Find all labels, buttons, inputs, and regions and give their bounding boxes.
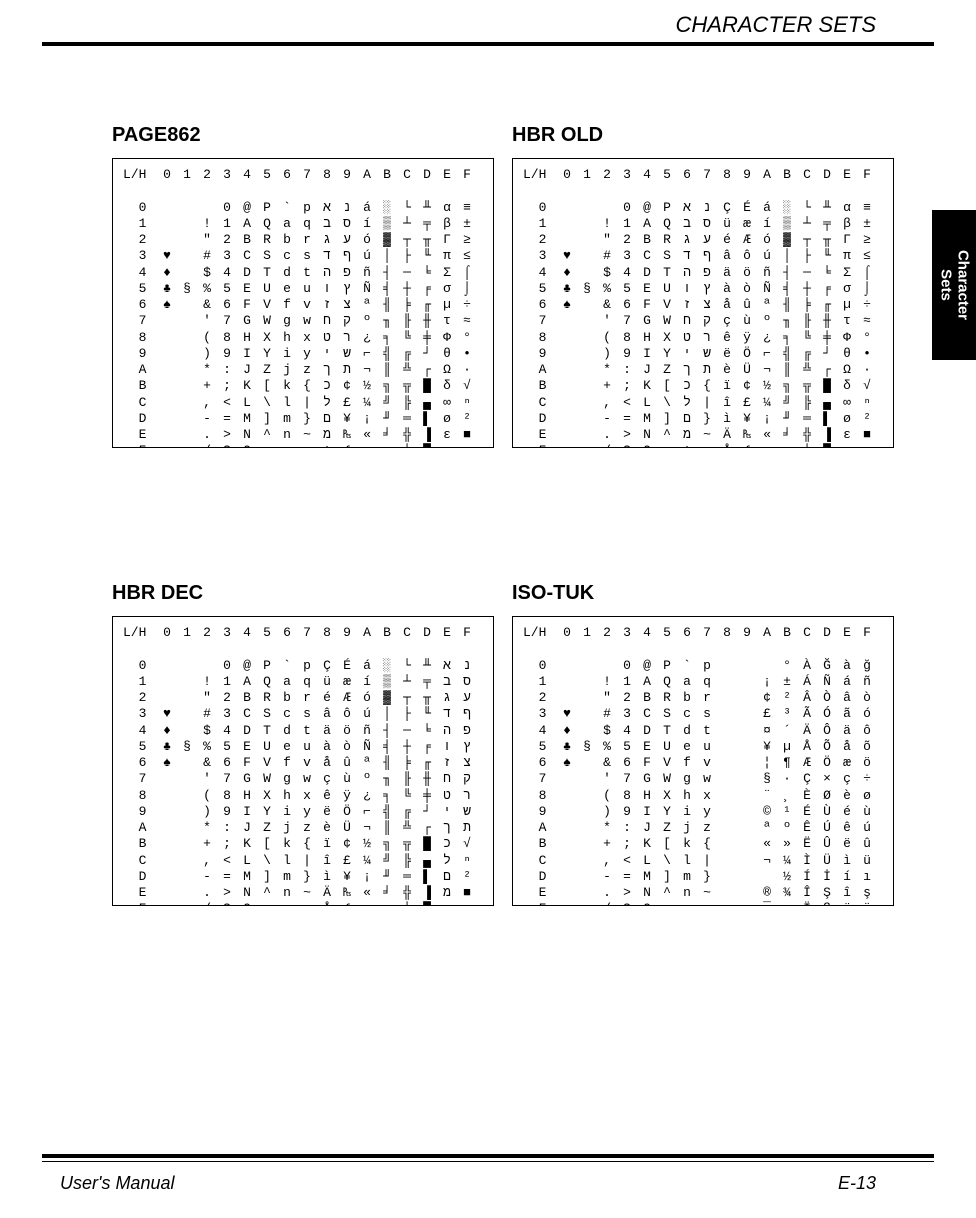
table-column: 7 p q r s t u v w x y z { | } ~: [297, 625, 317, 906]
table-column: 2 ! " # $ % & ' ( ) * + , - . /: [197, 625, 217, 906]
table-column: 1 §: [577, 167, 597, 448]
table-column: A á í ó ú ñ Ñ ª º ¿ ⌐ ¬ ½ ¼ ¡ « »: [357, 167, 377, 448]
table-column: F נ ס ע ף פ ץ צ ק ר ש ת √ ⁿ ² ■: [457, 625, 477, 906]
table-column: 5 P Q R S T U V W X Y Z [ \ ] ^ _: [657, 625, 677, 906]
row-label-column: L/H 0 1 2 3 4 5 6 7 8 9 A B C D E F: [523, 167, 557, 448]
table-column: 9 É æ Æ ô ö ò û ù ÿ Ö Ü ¢ £ ¥ ₧ ƒ: [337, 625, 357, 906]
table-column: 0 ♥ ♦ ♣ ♠: [557, 625, 577, 906]
table-column: 8 Ç ü é â ä à å ç ê ë è ï î ì Ä Å: [317, 625, 337, 906]
table-column: 3 0 1 2 3 4 5 6 7 8 9 : ; < = > ?: [617, 625, 637, 906]
table-column: 7 p q r s t u v w x y z { | } ~: [697, 625, 717, 906]
footer-left: User's Manual: [60, 1173, 174, 1194]
table-column: 2 ! " # $ % & ' ( ) * + , - . /: [597, 167, 617, 448]
table-column: 4 @ A B C D E F G H I J K L M N O: [237, 167, 257, 448]
table-column: 3 0 1 2 3 4 5 6 7 8 9 : ; < = > ?: [217, 167, 237, 448]
data-columns: 0 ♥ ♦ ♣ ♠ 1 § 2 ! " # $ % & ' ( ) * + , …: [157, 625, 477, 906]
table-column: 0 ♥ ♦ ♣ ♠: [157, 167, 177, 448]
top-rule: [42, 42, 934, 46]
table-column: 8: [717, 625, 737, 906]
section-title: PAGE862: [112, 124, 201, 147]
table-column: D Ğ Ñ Ò Ó Ô Õ Ö × Ø Ù Ú Û Ü İ Ş ß: [817, 625, 837, 906]
table-column: E א ב ג ד ה ו ז ח ט י ך כ ל ם מ: [437, 625, 457, 906]
table-column: D ╨ ╤ ╥ ╙ ╘ ╒ ╓ ╫ ╪ ┘ ┌ █ ▄ ▌ ▐ ▀: [417, 167, 437, 448]
table-column: 9: [737, 625, 757, 906]
section-title: HBR OLD: [512, 124, 603, 147]
table-column: D ╨ ╤ ╥ ╙ ╘ ╒ ╓ ╫ ╪ ┘ ┌ █ ▄ ▌ ▐ ▀: [817, 167, 837, 448]
table-column: A á í ó ú ñ Ñ ª º ¿ ⌐ ¬ ½ ¼ ¡ « »: [757, 167, 777, 448]
table-column: 9 É æ Æ ô ö ò û ù ÿ Ö Ü ¢ £ ¥ ₧ ƒ: [737, 167, 757, 448]
running-header: CHARACTER SETS: [676, 12, 876, 38]
table-column: 8 א ב ג ד ה ו ז ח ט י ך כ ל ם מ ן: [317, 167, 337, 448]
table-column: 8 Ç ü é â ä à å ç ê ë è ï î ì Ä Å: [717, 167, 737, 448]
table-column: 2 ! " # $ % & ' ( ) * + , - . /: [597, 625, 617, 906]
table-column: 6 ` a b c d e f g h i j k l m n o: [677, 625, 697, 906]
table-column: 5 P Q R S T U V W X Y Z [ \ ] ^ _: [257, 625, 277, 906]
footer-right: E-13: [838, 1173, 876, 1194]
data-columns: 0 ♥ ♦ ♣ ♠ 1 § 2 ! " # $ % & ' ( ) * + , …: [557, 167, 877, 448]
row-label-column: L/H 0 1 2 3 4 5 6 7 8 9 A B C D E F: [123, 167, 157, 448]
table-column: 0 ♥ ♦ ♣ ♠: [557, 167, 577, 448]
table-column: 6 ` a b c d e f g h i j k l m n o: [277, 625, 297, 906]
codepage-table: L/H 0 1 2 3 4 5 6 7 8 9 A B C D E F 0 ♥ …: [512, 158, 894, 448]
table-column: B ░ ▒ ▓ │ ┤ ╡ ╢ ╖ ╕ ╣ ║ ╗ ╝ ╜ ╛ ┐: [777, 167, 797, 448]
table-column: A á í ó ú ñ Ñ ª º ¿ ⌐ ¬ ½ ¼ ¡ « »: [357, 625, 377, 906]
table-column: 7 נ ס ע ף פ ץ צ ק ר ש ת { | } ~: [697, 167, 717, 448]
section-title: ISO-TUK: [512, 582, 594, 605]
table-column: 3 0 1 2 3 4 5 6 7 8 9 : ; < = > ?: [217, 625, 237, 906]
table-column: C └ ┴ ┬ ├ ─ ┼ ╞ ╟ ╚ ╔ ╩ ╦ ╠ ═ ╬ ╧: [397, 167, 417, 448]
table-column: 4 @ A B C D E F G H I J K L M N O: [637, 625, 657, 906]
footer-rule-thick: [42, 1154, 934, 1158]
row-label-column: L/H 0 1 2 3 4 5 6 7 8 9 A B C D E F: [523, 625, 557, 906]
table-column: 5 P Q R S T U V W X Y Z [ \ ] ^ _: [657, 167, 677, 448]
table-column: 5 P Q R S T U V W X Y Z [ \ ] ^ _: [257, 167, 277, 448]
codepage-table: L/H 0 1 2 3 4 5 6 7 8 9 A B C D E F 0 ♥ …: [112, 158, 494, 448]
table-column: 0 ♥ ♦ ♣ ♠: [157, 625, 177, 906]
table-column: 1 §: [577, 625, 597, 906]
side-tab-line1: Character: [955, 250, 972, 320]
side-tab: Character Sets: [932, 210, 976, 360]
table-column: E à á â ã ä å æ ç è é ê ë ì í î ï: [837, 625, 857, 906]
table-column: 6 ` a b c d e f g h i j k l m n o: [277, 167, 297, 448]
table-column: F ğ ñ ò ó ô õ ö ÷ ø ù ú û ü ı ş ÿ: [857, 625, 877, 906]
codepage-table: L/H 0 1 2 3 4 5 6 7 8 9 A B C D E F 0 ♥ …: [512, 616, 894, 906]
footer-rule-thin: [42, 1161, 934, 1162]
table-column: 4 @ A B C D E F G H I J K L M N O: [637, 167, 657, 448]
row-label-column: L/H 0 1 2 3 4 5 6 7 8 9 A B C D E F: [123, 625, 157, 906]
table-column: B ░ ▒ ▓ │ ┤ ╡ ╢ ╖ ╕ ╣ ║ ╗ ╝ ╜ ╛ ┐: [377, 625, 397, 906]
side-tab-line2: Sets: [938, 269, 955, 301]
table-column: 9 נ ס ע ף פ ץ צ ק ר ש ת ¢ £ ¥ ₧ ƒ: [337, 167, 357, 448]
table-column: 1 §: [177, 625, 197, 906]
data-columns: 0 ♥ ♦ ♣ ♠ 1 § 2 ! " # $ % & ' ( ) * + , …: [557, 625, 877, 906]
table-column: E α β Γ π Σ σ µ τ Φ θ Ω δ ∞ ø ε ∩: [437, 167, 457, 448]
table-column: C À Á Â Ã Ä Å Æ Ç È É Ê Ë Ì Í Î Ï: [797, 625, 817, 906]
table-column: 1 §: [177, 167, 197, 448]
codepage-table: L/H 0 1 2 3 4 5 6 7 8 9 A B C D E F 0 ♥ …: [112, 616, 494, 906]
data-columns: 0 ♥ ♦ ♣ ♠ 1 § 2 ! " # $ % & ' ( ) * + , …: [157, 167, 477, 448]
table-column: 7 p q r s t u v w x y z { | } ~: [297, 167, 317, 448]
table-column: E α β Γ π Σ σ µ τ Φ θ Ω δ ∞ ø ε ∩: [837, 167, 857, 448]
table-column: B ░ ▒ ▓ │ ┤ ╡ ╢ ╖ ╕ ╣ ║ ╗ ╝ ╜ ╛ ┐: [377, 167, 397, 448]
table-column: 4 @ A B C D E F G H I J K L M N O: [237, 625, 257, 906]
section-title: HBR DEC: [112, 582, 203, 605]
table-column: F ≡ ± ≥ ≤ ⌠ ⌡ ÷ ≈ ° • · √ ⁿ ² ■: [857, 167, 877, 448]
table-column: 6 א ב ג ד ה ו ז ח ט י ך כ ל ם מ ן: [677, 167, 697, 448]
table-column: C └ ┴ ┬ ├ ─ ┼ ╞ ╟ ╚ ╔ ╩ ╦ ╠ ═ ╬ ╧: [797, 167, 817, 448]
table-column: A ¡ ¢ £ ¤ ¥ ¦ § ¨ © ª « ¬ ­ ® ¯: [757, 625, 777, 906]
table-column: B ° ± ² ³ ´ µ ¶ · ¸ ¹ º » ¼ ½ ¾ ¿: [777, 625, 797, 906]
table-column: 2 ! " # $ % & ' ( ) * + , - . /: [197, 167, 217, 448]
table-column: D ╨ ╤ ╥ ╙ ╘ ╒ ╓ ╫ ╪ ┘ ┌ █ ▄ ▌ ▐ ▀: [417, 625, 437, 906]
table-column: F ≡ ± ≥ ≤ ⌠ ⌡ ÷ ≈ ° • · √ ⁿ ² ■: [457, 167, 477, 448]
table-column: C └ ┴ ┬ ├ ─ ┼ ╞ ╟ ╚ ╔ ╩ ╦ ╠ ═ ╬ ╧: [397, 625, 417, 906]
table-column: 3 0 1 2 3 4 5 6 7 8 9 : ; < = > ?: [617, 167, 637, 448]
